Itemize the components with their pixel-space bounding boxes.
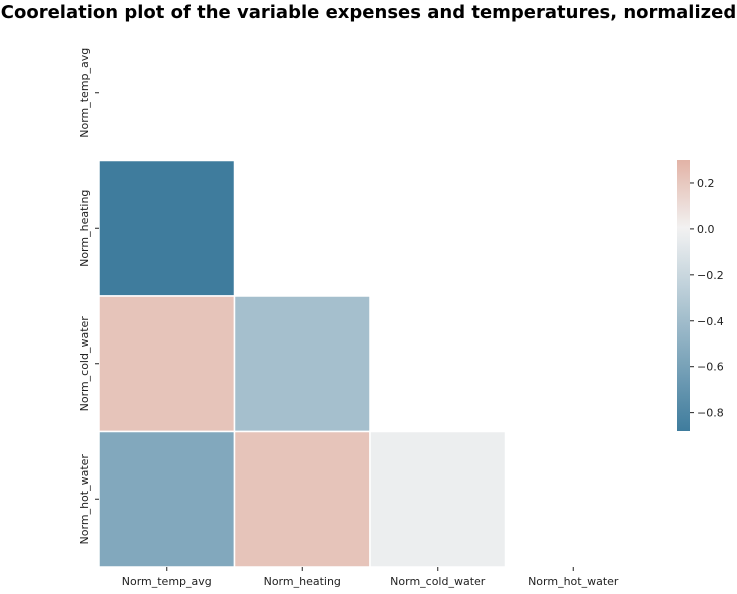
x-tick-label: Norm_heating: [264, 575, 341, 588]
y-tick-label: Norm_heating: [78, 190, 91, 267]
colorbar-gradient: [677, 160, 690, 431]
y-tick-label: Norm_hot_water: [78, 454, 91, 545]
heatmap-cell-Norm_hot_water-Norm_temp_avg: [98, 430, 236, 568]
colorbar-tick-label: −0.2: [697, 269, 724, 282]
heatmap-cell-Norm_hot_water-Norm_cold_water: [369, 430, 507, 568]
heatmap-cell-Norm_cold_water-Norm_temp_avg: [98, 295, 236, 433]
y-tick-label: Norm_temp_avg: [78, 48, 91, 138]
x-tick-label: Norm_cold_water: [390, 575, 486, 588]
colorbar-tick-label: −0.6: [697, 361, 724, 374]
colorbar-tick-label: −0.8: [697, 407, 724, 420]
colorbar: 0.2 0.0 −0.2 −0.4 −0.6 −0.8: [677, 160, 724, 431]
x-tick-label: Norm_hot_water: [528, 575, 619, 588]
chart-title: Coorelation plot of the variable expense…: [0, 2, 737, 23]
y-tick-label: Norm_cold_water: [78, 316, 91, 412]
heatmap-cell-Norm_cold_water-Norm_heating: [233, 295, 371, 433]
heatmap-cell-Norm_heating-Norm_temp_avg: [98, 159, 236, 297]
x-axis-ticks: Norm_temp_avg Norm_heating Norm_cold_water…: [122, 567, 619, 588]
x-tick-label: Norm_temp_avg: [122, 575, 212, 588]
colorbar-tick-label: 0.0: [697, 223, 715, 236]
colorbar-tick-label: 0.2: [697, 177, 715, 190]
heatmap-cells: [98, 159, 507, 568]
y-axis-ticks: Norm_temp_avg Norm_heating Norm_cold_water…: [78, 48, 99, 545]
heatmap-cell-Norm_hot_water-Norm_heating: [233, 430, 371, 568]
colorbar-tick-label: −0.4: [697, 315, 724, 328]
